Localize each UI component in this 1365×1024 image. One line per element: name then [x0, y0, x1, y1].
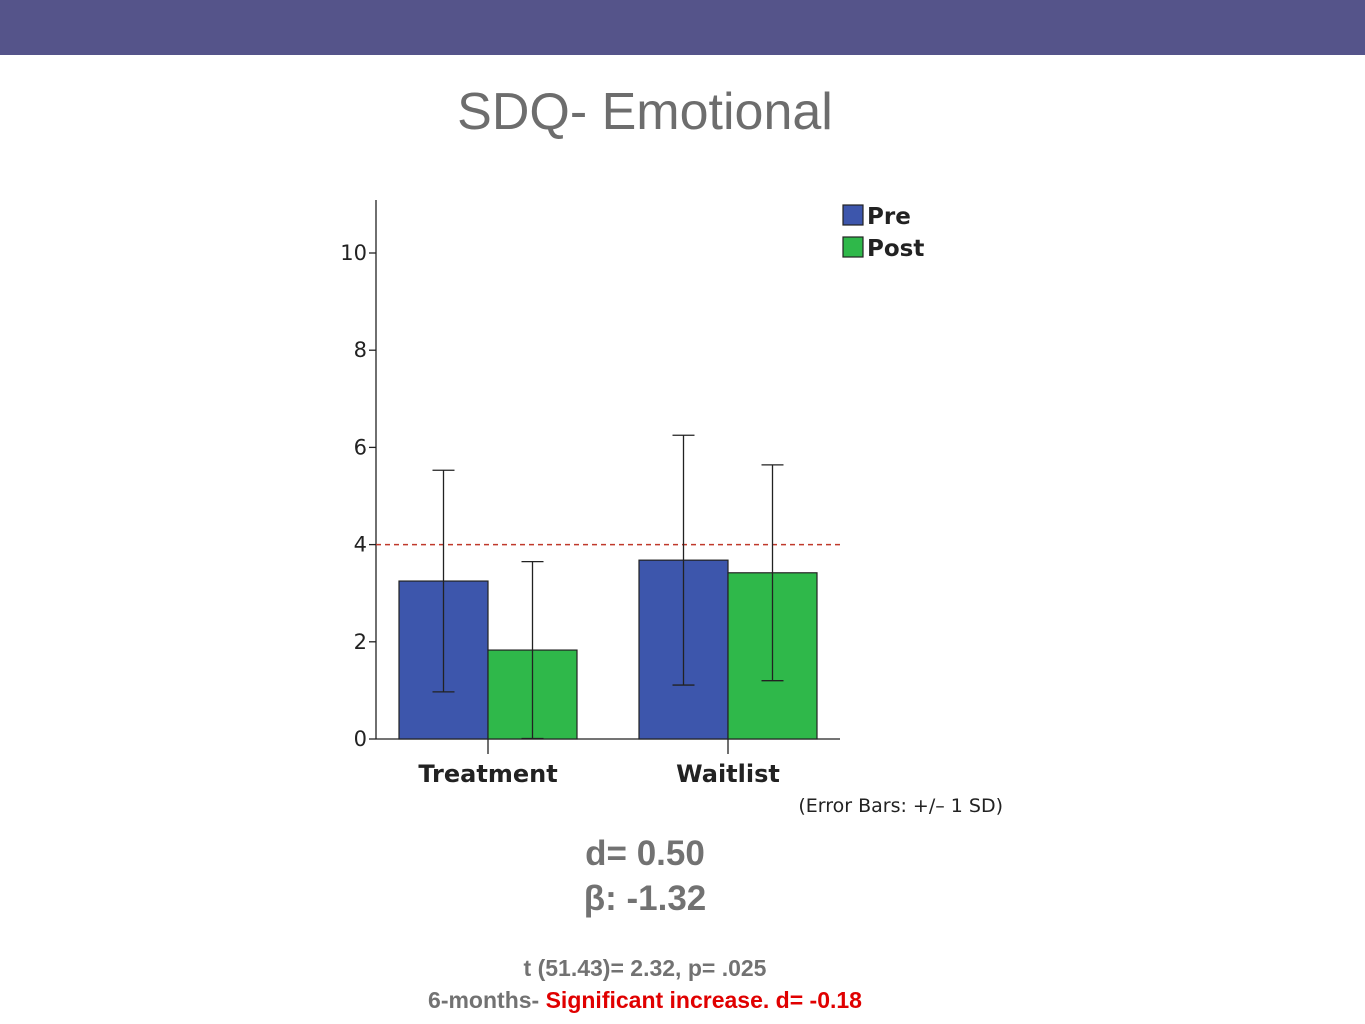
slide-title: SDQ- Emotional — [457, 83, 833, 141]
x-tick-label: Treatment — [418, 760, 557, 788]
error-bar-note: (Error Bars: +/– 1 SD) — [798, 795, 1003, 817]
effect-size-d: d= 0.50 — [585, 834, 705, 873]
followup-highlight: Significant increase. d= -0.18 — [545, 987, 862, 1013]
followup-result: 6-months- Significant increase. d= -0.18 — [0, 987, 1290, 1014]
y-tick-label: 6 — [354, 435, 367, 459]
y-tick-label: 0 — [354, 727, 367, 751]
followup-prefix: 6-months- — [428, 987, 546, 1013]
header-bar — [0, 0, 1365, 55]
y-tick-label: 10 — [340, 241, 367, 265]
legend-swatch-post — [842, 236, 864, 258]
legend-label-post: Post — [867, 236, 924, 262]
legend-swatch-pre — [842, 204, 864, 226]
y-tick-label: 8 — [354, 338, 367, 362]
x-tick-label: Waitlist — [676, 760, 780, 788]
y-tick-label: 4 — [354, 533, 367, 557]
legend-label-pre: Pre — [867, 204, 911, 230]
t-test-result: t (51.43)= 2.32, p= .025 — [523, 955, 767, 981]
y-tick-label: 2 — [354, 630, 367, 654]
beta-coefficient: β: -1.32 — [583, 879, 707, 918]
